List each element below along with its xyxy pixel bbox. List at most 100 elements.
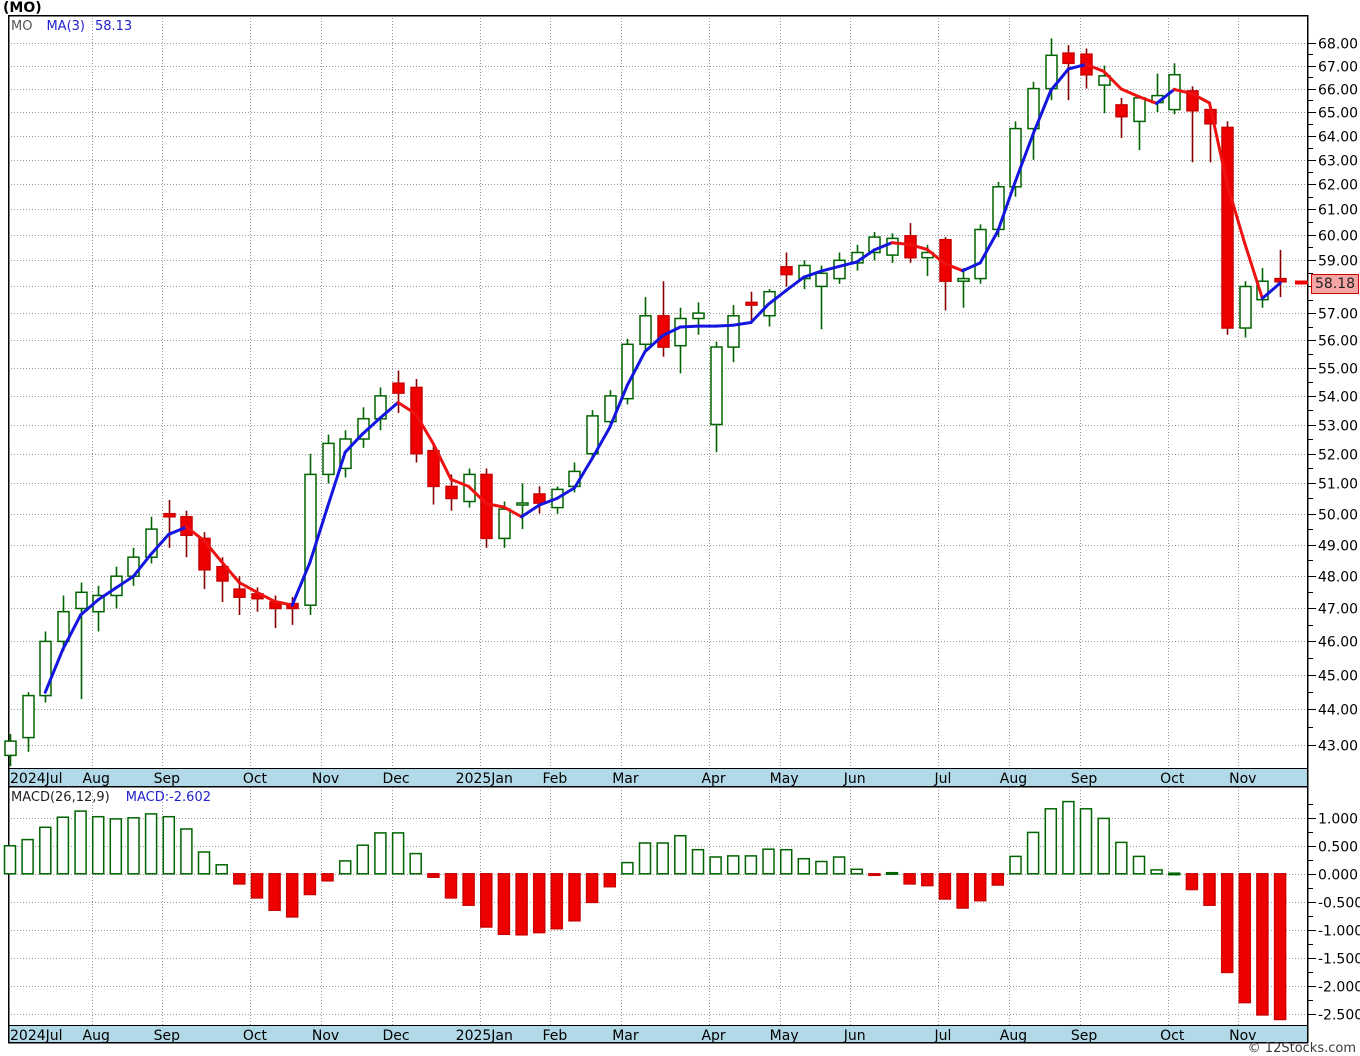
- macd-bar-positive: [691, 848, 705, 875]
- macd-bar-positive: [1097, 817, 1110, 875]
- month-label: Jul: [933, 1028, 951, 1044]
- last-price-badge: 58.18: [1311, 274, 1359, 294]
- macd-bar-positive: [356, 844, 370, 875]
- month-label: Oct: [1160, 1028, 1185, 1044]
- macd-bar-positive: [1062, 800, 1075, 875]
- macd-bar-negative: [585, 873, 599, 904]
- macd-bar-positive: [56, 816, 70, 875]
- month-label: Apr: [701, 771, 725, 787]
- candle-body-down: [163, 512, 176, 518]
- macd-bar-negative: [321, 873, 334, 882]
- candle-body-down: [1186, 90, 1199, 112]
- ma3-segment: [484, 502, 506, 509]
- macd-bar-positive: [779, 848, 793, 875]
- macd-bar-positive: [621, 861, 634, 875]
- month-label: Aug: [83, 771, 110, 787]
- ma3-segment: [43, 647, 65, 694]
- ma3-segment: [237, 581, 259, 594]
- candle-body-down: [745, 301, 758, 306]
- ma3-segment: [79, 598, 100, 617]
- candle-body-up: [886, 237, 899, 256]
- candle-body-up: [1027, 87, 1040, 130]
- ma3-segment: [502, 505, 524, 519]
- macd-bar-negative: [497, 873, 511, 936]
- month-label: Feb: [542, 771, 567, 787]
- ma3-segment: [872, 241, 894, 252]
- macd-bar-negative: [1220, 873, 1234, 974]
- macd-bar-positive: [1115, 841, 1128, 875]
- candle-body-down: [216, 565, 229, 582]
- macd-bar-negative: [973, 873, 987, 902]
- month-label: Nov: [312, 771, 339, 787]
- candle-body-up: [798, 264, 811, 280]
- ma3-segment: [590, 425, 612, 461]
- symbol-label: MO: [11, 19, 33, 34]
- ma3-segment: [855, 248, 876, 264]
- ma3-segment: [1208, 101, 1229, 186]
- candle-body-down: [1062, 52, 1075, 65]
- macd-bar-positive: [1132, 855, 1146, 875]
- price-tick-label: 46.00: [1318, 635, 1358, 651]
- ma3-segment: [149, 532, 171, 556]
- candle-body-up: [586, 415, 599, 455]
- candle-body-down: [533, 493, 546, 504]
- macd-bar-positive: [832, 856, 846, 875]
- ma3-segment: [837, 260, 859, 268]
- ma3-segment: [61, 613, 83, 651]
- price-tick-label: 52.00: [1318, 448, 1358, 464]
- candle-body-up: [692, 312, 705, 320]
- price-tick-label: 62.00: [1318, 178, 1358, 194]
- macd-bar-positive: [391, 832, 405, 875]
- ma3-segment: [361, 416, 382, 436]
- candle-body-up: [992, 186, 1005, 231]
- macd-bar-negative: [991, 873, 1005, 886]
- macd-bar-negative: [903, 873, 916, 885]
- ma3-segment: [573, 457, 594, 490]
- candle-body-down: [233, 588, 246, 598]
- ma3-segment: [414, 412, 435, 446]
- month-label: Sep: [1071, 1028, 1098, 1044]
- macd-bar-positive: [1044, 808, 1058, 875]
- ma3-segment: [908, 242, 929, 251]
- month-label: 2024Jul: [10, 771, 63, 787]
- month-label: Mar: [612, 771, 639, 787]
- macd-bar-positive: [162, 815, 176, 875]
- ma3-segment: [167, 525, 188, 536]
- ma3-segment: [1225, 182, 1247, 245]
- candle-body-up: [145, 528, 158, 558]
- ma3-segment: [996, 179, 1017, 233]
- macd-bar-positive: [409, 852, 422, 875]
- ma3-segment: [326, 450, 347, 509]
- candle-body-up: [498, 508, 511, 540]
- ma3-segment: [1066, 62, 1088, 71]
- macd-bar-positive: [1150, 869, 1163, 875]
- candle-body-up: [516, 502, 529, 506]
- price-tick-label: 53.00: [1318, 419, 1358, 435]
- month-label: Feb: [542, 1028, 567, 1044]
- candle-body-up: [639, 315, 652, 346]
- macd-bar-positive: [21, 838, 34, 875]
- price-tick-label: 44.00: [1318, 703, 1358, 719]
- month-label: Apr: [701, 1028, 725, 1044]
- macd-bar-positive: [180, 828, 193, 875]
- price-tick-label: 63.00: [1318, 154, 1358, 170]
- macd-tick-label: -0.500: [1318, 896, 1360, 912]
- candle-body-up: [304, 473, 317, 606]
- candles: [4, 38, 1287, 767]
- ma3-segment: [608, 383, 629, 429]
- macd-tick-label: -1.500: [1318, 952, 1360, 968]
- candle-body-up: [322, 442, 335, 476]
- ma3-segment: [1119, 87, 1141, 99]
- ma3-segment: [1014, 132, 1035, 183]
- ma3-segment: [819, 264, 841, 273]
- macd-tick-label: -2.500: [1318, 1008, 1360, 1024]
- candle-body-down: [1274, 277, 1287, 283]
- ma3-segment: [220, 560, 241, 585]
- macd-bar-negative: [303, 873, 317, 896]
- month-label: May: [770, 771, 799, 787]
- macd-tick-label: 0.500: [1318, 840, 1358, 856]
- candle-body-down: [657, 315, 670, 348]
- macd-bar-negative: [250, 873, 264, 899]
- month-label: 2025Jan: [456, 771, 513, 787]
- price-tick-label: 55.00: [1318, 362, 1358, 378]
